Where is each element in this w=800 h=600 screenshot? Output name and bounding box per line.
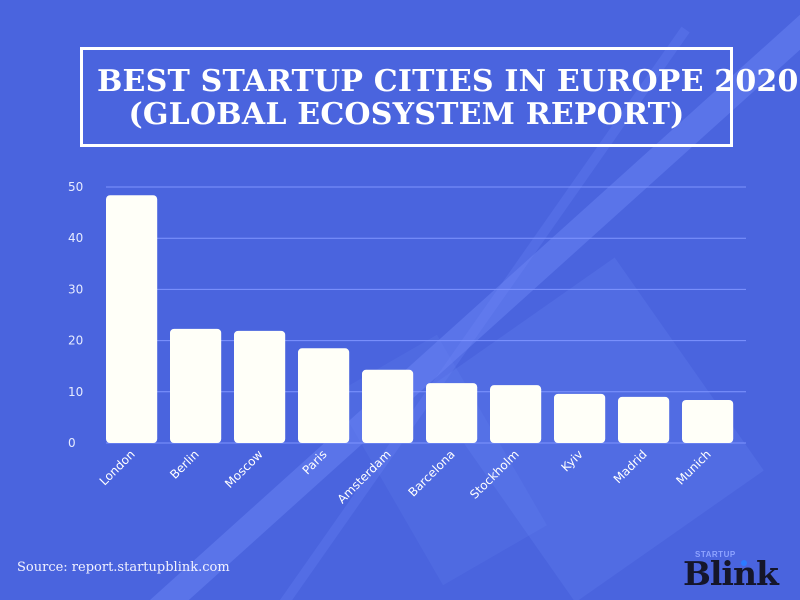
x-tick-label: London [97, 447, 138, 488]
x-tick-label: Berlin [167, 447, 202, 482]
x-tick-label: Moscow [222, 447, 266, 491]
logo-big-text: Blink [683, 554, 779, 593]
y-tick-label: 20 [68, 334, 83, 348]
y-tick-label: 0 [68, 436, 76, 450]
bar-moscow [234, 330, 286, 443]
bar-madrid [618, 396, 670, 443]
y-tick-label: 30 [68, 282, 83, 296]
title-box: BEST STARTUP CITIES IN EUROPE 2020 (GLOB… [80, 47, 799, 147]
startupblink-logo: STARTUP Blink [683, 548, 788, 593]
logo-small-text: STARTUP [695, 550, 736, 559]
bar-amsterdam [362, 369, 414, 443]
bar-munich [682, 399, 734, 443]
y-axis-ticks: 0 10 20 30 40 50 [68, 180, 83, 450]
title-line-2: (GLOBAL ECOSYSTEM REPORT) [128, 97, 685, 132]
logo-dot-icon [741, 560, 747, 566]
x-tick-label: Paris [300, 447, 330, 477]
bar-barcelona [426, 383, 478, 443]
x-tick-label: Barcelona [405, 447, 457, 499]
x-axis-ticks: London Berlin Moscow Paris Amsterdam Barcelon… [97, 447, 714, 506]
bar-berlin [170, 328, 222, 443]
x-tick-label: Kyiv [558, 447, 585, 474]
bar-paris [298, 348, 350, 443]
title-line-1: BEST STARTUP CITIES IN EUROPE 2020 [97, 64, 799, 99]
x-tick-label: Munich [673, 447, 713, 487]
y-tick-label: 50 [68, 180, 83, 194]
bar-kyiv [554, 393, 606, 443]
y-tick-label: 10 [68, 385, 83, 399]
bar-stockholm [490, 385, 542, 443]
chart-title: BEST STARTUP CITIES IN EUROPE 2020 (GLOB… [83, 64, 799, 132]
bars [106, 195, 734, 443]
x-tick-label: Stockholm [467, 447, 522, 502]
source-text: Source: report.startupblink.com [17, 560, 230, 575]
y-tick-label: 40 [68, 231, 83, 245]
x-tick-label: Madrid [611, 447, 650, 486]
x-tick-label: Amsterdam [335, 447, 394, 506]
bar-london [106, 195, 158, 443]
